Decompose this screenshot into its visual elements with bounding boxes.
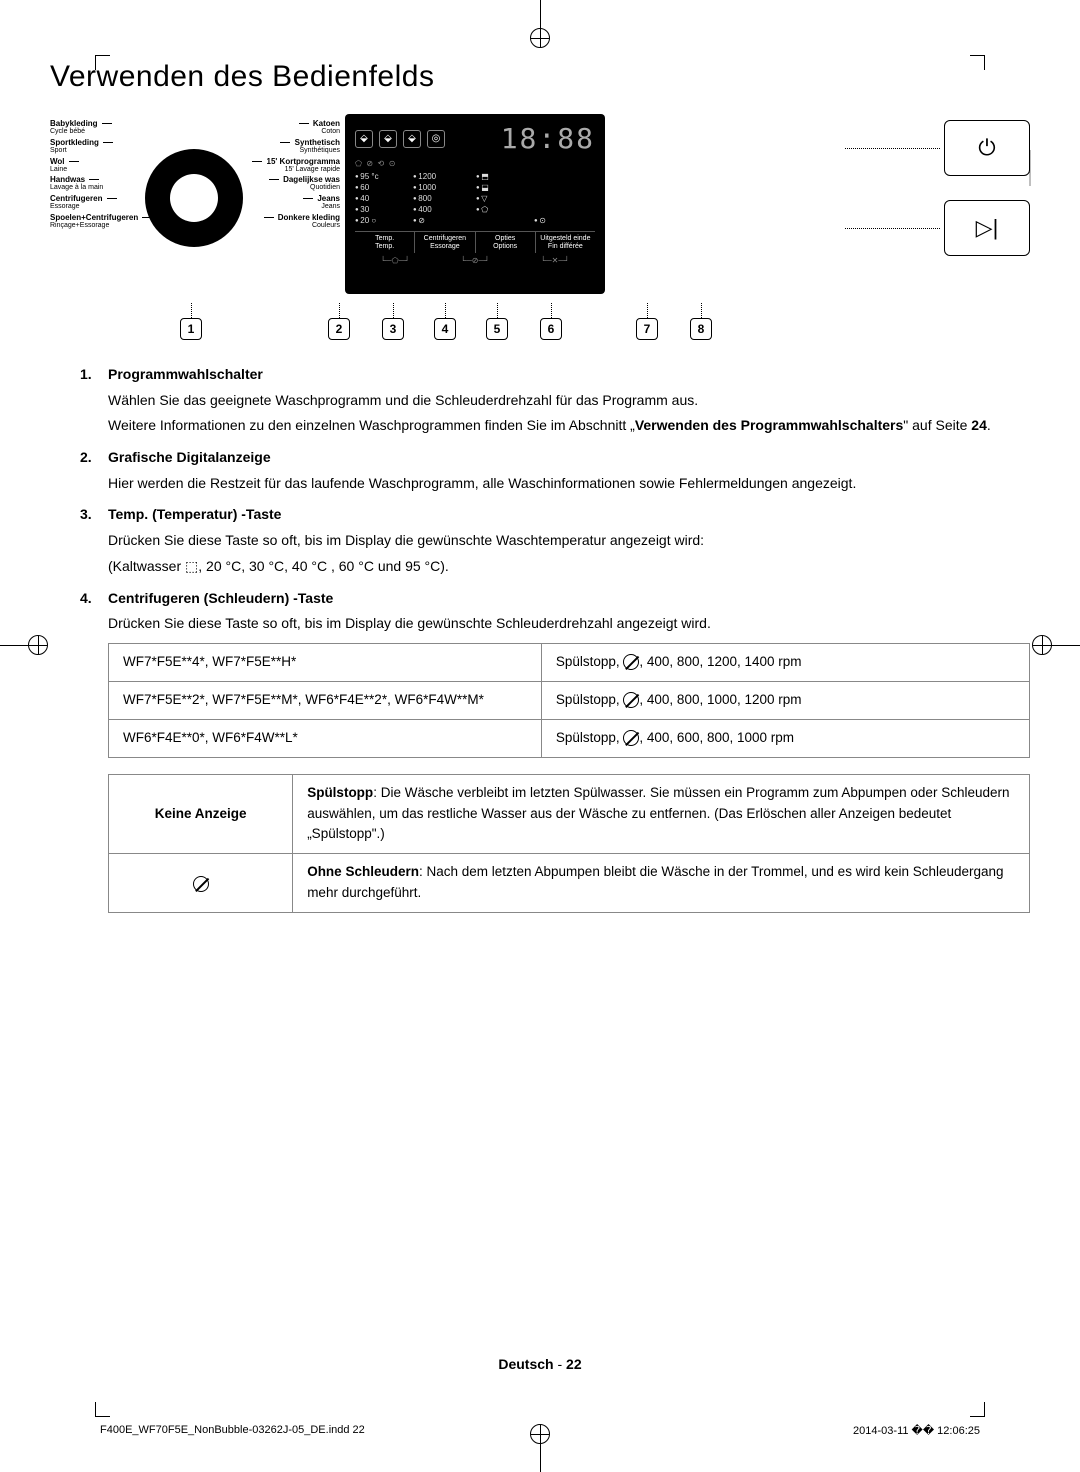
wash-icon: ⬙	[403, 130, 421, 148]
display-value: 40	[355, 194, 405, 203]
item-3: 3. Temp. (Temperatur) -Taste Drücken Sie…	[80, 504, 1030, 577]
item-2: 2. Grafische Digitalanzeige Hier werden …	[80, 447, 1030, 494]
time-display: 18:88	[501, 122, 595, 155]
dial-label: Wol Laine	[50, 158, 81, 173]
callout-number: 5	[486, 318, 508, 340]
wash-icon: ⬙	[379, 130, 397, 148]
callout-number: 6	[540, 318, 562, 340]
display-button-label: Temp.Temp.	[355, 232, 414, 253]
dial-label: Handwas Lavage à la main	[50, 176, 103, 191]
item-4: 4. Centrifugeren (Schleudern) -Taste Drü…	[80, 588, 1030, 914]
callout-number: 3	[382, 318, 404, 340]
dial-label: JeansJeans	[301, 195, 340, 210]
no-spin-icon	[623, 730, 639, 746]
print-metadata: F400E_WF70F5E_NonBubble-03262J-05_DE.ind…	[100, 1424, 980, 1437]
table-row: WF6*F4E**0*, WF6*F4W**L*Spülstopp, , 400…	[109, 719, 1030, 757]
display-value: 60	[355, 183, 405, 192]
power-button-icon: ⏻	[944, 120, 1030, 176]
display-button-label: CentrifugerenEssorage	[414, 232, 474, 253]
crop-mark	[540, 0, 541, 30]
display-value: 20 ○	[355, 216, 405, 225]
registration-mark	[28, 635, 48, 655]
crop-mark	[0, 645, 30, 646]
callout-line	[647, 303, 648, 318]
callout-number: 8	[690, 318, 712, 340]
callout-line	[393, 303, 394, 318]
no-spin-icon	[193, 876, 209, 892]
display-value: ⬓	[476, 183, 526, 192]
dial-label: Dagelijkse wasQuotidien	[267, 176, 340, 191]
dial-label: Sportkleding Sport	[50, 139, 115, 154]
no-spin-icon	[623, 654, 639, 670]
display-value: ▽	[476, 194, 526, 203]
connector-line	[845, 228, 940, 229]
callout-number: 7	[636, 318, 658, 340]
indicator-table: Keine Anzeige Spülstopp: Die Wäsche verb…	[108, 774, 1030, 914]
callout-line	[497, 303, 498, 318]
display-value: ⬠	[476, 205, 526, 214]
spin-speed-table: WF7*F5E**4*, WF7*F5E**H*Spülstopp, , 400…	[108, 643, 1030, 758]
table-row: WF7*F5E**4*, WF7*F5E**H*Spülstopp, , 400…	[109, 643, 1030, 681]
dial-label: Babykleding Cycle bébé	[50, 120, 114, 135]
callout-number: 1	[180, 318, 202, 340]
display-value: 95 °c	[355, 172, 405, 181]
crop-mark	[540, 1442, 541, 1472]
callout-line	[445, 303, 446, 318]
display-value: ⬒	[476, 172, 526, 181]
display-value: ⊘	[413, 216, 468, 225]
display-value: 800	[413, 194, 468, 203]
callout-line	[191, 303, 192, 318]
crop-corner	[95, 55, 110, 70]
table-row: Ohne Schleudern: Nach dem letzten Abpump…	[109, 854, 1030, 913]
callout-line	[551, 303, 552, 318]
display-value: 1200	[413, 172, 468, 181]
crop-corner	[95, 1402, 110, 1417]
callout-line	[339, 303, 340, 318]
link-brackets: └─⬠─┘└─⊘─┘└─✕─┘	[355, 256, 595, 265]
registration-mark	[1032, 635, 1052, 655]
power-play-group: ⏻ ▷|	[840, 120, 1030, 280]
display-value: ⊙	[534, 216, 594, 225]
crop-corner	[970, 1402, 985, 1417]
program-dial	[145, 149, 243, 247]
digital-display: ⬙ ⬙ ⬙ ◎ 18:88 ⬠ ⊘ ⟲ ⊙ 95 °c1200⬒601000⬓4…	[345, 114, 605, 294]
connector-line	[1030, 151, 1031, 186]
page-footer: Deutsch - 22	[0, 1356, 1080, 1372]
dial-label: Centrifugeren Essorage	[50, 195, 119, 210]
page-title: Verwenden des Bedienfelds	[50, 60, 1030, 94]
display-value: 400	[413, 205, 468, 214]
wash-icon: ◎	[427, 130, 445, 148]
registration-mark	[530, 28, 550, 48]
dial-label: Donkere kledingCouleurs	[262, 214, 340, 229]
display-value: 30	[355, 205, 405, 214]
no-spin-icon	[623, 692, 639, 708]
item-1: 1. Programmwahlschalter Wählen Sie das g…	[80, 364, 1030, 437]
control-panel-diagram: Babykleding Cycle bébé Sportkleding Sport…	[50, 114, 1030, 344]
start-pause-button-icon: ▷|	[944, 200, 1030, 256]
callout-numbers: 1 2 3 4 5 6 7 8	[50, 318, 1030, 344]
dial-label: SynthetischSynthétiques	[278, 139, 340, 154]
dial-label: KatoenCoton	[297, 120, 340, 135]
program-dial-group: Babykleding Cycle bébé Sportkleding Sport…	[50, 114, 340, 294]
display-button-label: Uitgesteld eindeFin différée	[535, 232, 595, 253]
dial-label: 15' Kortprogramma15' Lavage rapide	[250, 158, 340, 173]
table-row: Keine Anzeige Spülstopp: Die Wäsche verb…	[109, 774, 1030, 854]
table-row: WF7*F5E**2*, WF7*F5E**M*, WF6*F4E**2*, W…	[109, 681, 1030, 719]
crop-mark	[1050, 645, 1080, 646]
display-button-label: OptiesOptions	[475, 232, 535, 253]
wash-icon: ⬙	[355, 130, 373, 148]
callout-number: 2	[328, 318, 350, 340]
callout-line	[701, 303, 702, 318]
description-list: 1. Programmwahlschalter Wählen Sie das g…	[50, 364, 1030, 913]
callout-number: 4	[434, 318, 456, 340]
connector-line	[845, 148, 940, 149]
display-value: 1000	[413, 183, 468, 192]
crop-corner	[970, 55, 985, 70]
dial-label: Spoelen+Centrifugeren Rinçage+Essorage	[50, 214, 154, 229]
